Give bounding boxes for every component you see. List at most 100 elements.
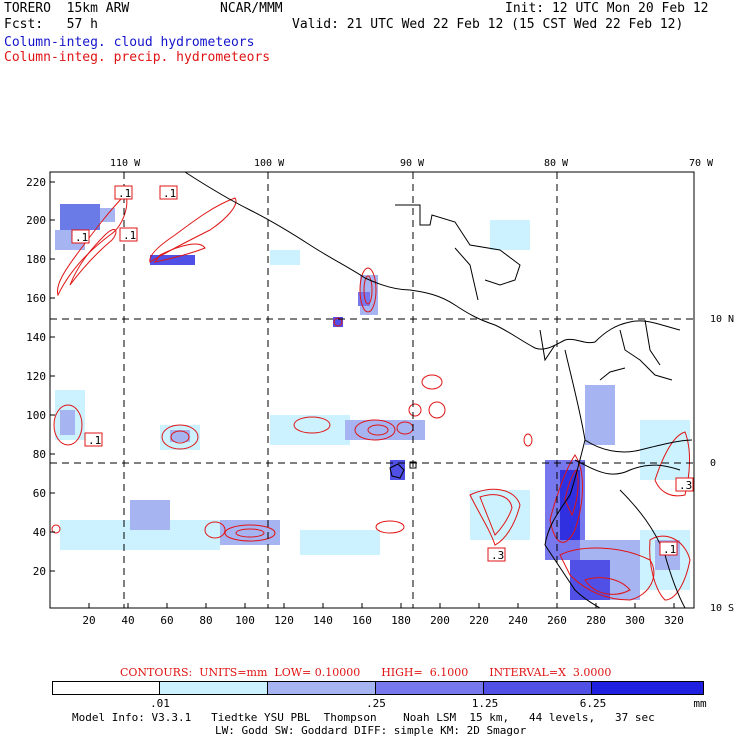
x-tick-label: 280 bbox=[586, 614, 606, 627]
precip-contour bbox=[153, 243, 206, 263]
precip-contour bbox=[69, 229, 117, 286]
island-path bbox=[389, 463, 405, 479]
contour-labels: .1 .1 .1 .1 .1 .3 .3 .1 bbox=[71, 185, 694, 562]
x-tick-label: 120 bbox=[274, 614, 294, 627]
y-tick-label: 80 bbox=[33, 448, 46, 461]
coastline-path bbox=[539, 329, 556, 362]
contour-label: .1 bbox=[663, 543, 676, 556]
cloud-patch bbox=[60, 410, 75, 435]
precip-contour bbox=[421, 374, 443, 390]
contour-label: .1 bbox=[123, 229, 136, 242]
precip-contour bbox=[479, 494, 513, 536]
colorbar-segment bbox=[160, 682, 268, 694]
x-tick-label: 100 bbox=[235, 614, 255, 627]
cloud-patch bbox=[300, 530, 380, 555]
y-tick-label: 220 bbox=[26, 176, 46, 189]
precip-contour bbox=[428, 401, 446, 419]
lon-label: 80 W bbox=[544, 158, 569, 169]
coastline-path bbox=[544, 349, 601, 609]
y-tick-label: 200 bbox=[26, 214, 46, 227]
border-path bbox=[619, 329, 673, 381]
precip-contour bbox=[224, 524, 276, 542]
cloud-patch bbox=[130, 500, 170, 530]
lon-label: 70 W bbox=[689, 158, 714, 169]
cloud-patch bbox=[640, 420, 690, 480]
lat-label: 10 S bbox=[710, 603, 734, 614]
colorbar-segment bbox=[484, 682, 592, 694]
cloud-patch bbox=[270, 250, 300, 265]
colorbar-label: 1.25 bbox=[471, 697, 499, 710]
x-tick-label: 300 bbox=[625, 614, 645, 627]
colorbar-segment bbox=[53, 682, 160, 694]
cloud-patch bbox=[585, 385, 615, 445]
lat-label: 10 N bbox=[710, 314, 734, 325]
lon-label: 110 W bbox=[110, 158, 141, 169]
precip-contour bbox=[354, 419, 396, 441]
lon-labels: 110 W 100 W 90 W 80 W 70 W bbox=[110, 158, 714, 169]
precip-contour bbox=[584, 577, 631, 595]
model-info: Model Info: V3.3.1 Tiedtke YSU PBL Thomp… bbox=[72, 711, 655, 724]
lon-label: 90 W bbox=[400, 158, 425, 169]
contour-label: .3 bbox=[491, 549, 504, 562]
x-tick-label: 180 bbox=[391, 614, 411, 627]
x-tick-label: 320 bbox=[664, 614, 684, 627]
x-tick-label: 60 bbox=[160, 614, 173, 627]
colorbar-unit: mm bbox=[693, 697, 707, 710]
border-path bbox=[574, 459, 681, 475]
x-tick-label: 160 bbox=[352, 614, 372, 627]
cloud-patch bbox=[170, 430, 190, 442]
precip-contour bbox=[53, 404, 83, 446]
contour-label: .1 bbox=[75, 231, 88, 244]
precip-contour bbox=[559, 547, 655, 601]
precip-contour bbox=[523, 433, 533, 447]
colorbar-label: .25 bbox=[366, 697, 386, 710]
y-tick-labels: 220 200 180 160 140 120 100 80 60 40 20 bbox=[26, 176, 46, 578]
contour-label: .1 bbox=[118, 187, 131, 200]
colorbar-label: 6.25 bbox=[579, 697, 607, 710]
precip-contour bbox=[363, 275, 373, 305]
precip-contour bbox=[367, 424, 389, 436]
coastline-path bbox=[599, 367, 626, 381]
y-tick-label: 100 bbox=[26, 409, 46, 422]
contour-label: .1 bbox=[163, 187, 176, 200]
x-tick-label: 80 bbox=[199, 614, 212, 627]
precip-contour bbox=[161, 424, 199, 450]
y-tick-label: 20 bbox=[33, 565, 46, 578]
precip-contour bbox=[149, 197, 237, 263]
precip-contour bbox=[359, 267, 377, 313]
precip-contour bbox=[51, 524, 61, 534]
border-path bbox=[584, 439, 693, 453]
colorbar-label: .01 bbox=[150, 697, 170, 710]
contour-label: .3 bbox=[679, 479, 692, 492]
colorbar-segment bbox=[376, 682, 484, 694]
lat-labels: 10 N 0 10 S bbox=[710, 314, 734, 614]
map-frame bbox=[49, 171, 695, 609]
y-tick-label: 120 bbox=[26, 370, 46, 383]
lon-label: 100 W bbox=[254, 158, 285, 169]
cloud-shading bbox=[55, 204, 690, 600]
cloud-patch bbox=[333, 317, 343, 327]
y-tick-label: 140 bbox=[26, 331, 46, 344]
precip-contour bbox=[333, 317, 343, 327]
x-tick-label: 140 bbox=[313, 614, 333, 627]
x-tick-label: 20 bbox=[82, 614, 95, 627]
x-tick-label: 40 bbox=[121, 614, 134, 627]
y-tick-label: 160 bbox=[26, 292, 46, 305]
x-tick-label: 200 bbox=[430, 614, 450, 627]
cloud-patch bbox=[150, 255, 195, 265]
contour-info: CONTOURS: UNITS=mm LOW= 0.10000 HIGH= 6.… bbox=[120, 666, 612, 679]
coastline-path bbox=[395, 204, 521, 286]
cloud-patch bbox=[490, 220, 530, 250]
x-tick-label: 240 bbox=[508, 614, 528, 627]
valid-time: Valid: 21 UTC Wed 22 Feb 12 (15 CST Wed … bbox=[292, 17, 684, 32]
precip-contour bbox=[204, 521, 226, 539]
forecast-hour: Fcst: 57 h bbox=[4, 17, 98, 32]
cloud-patch bbox=[560, 470, 580, 540]
y-tick-label: 60 bbox=[33, 487, 46, 500]
field-precip-title: Column-integ. precip. hydrometeors bbox=[4, 50, 271, 65]
precip-contour bbox=[293, 416, 331, 434]
center-name: NCAR/MMM bbox=[220, 1, 283, 16]
colorbar bbox=[52, 681, 704, 695]
axis-ticks bbox=[50, 181, 675, 608]
precip-contour bbox=[469, 488, 521, 546]
